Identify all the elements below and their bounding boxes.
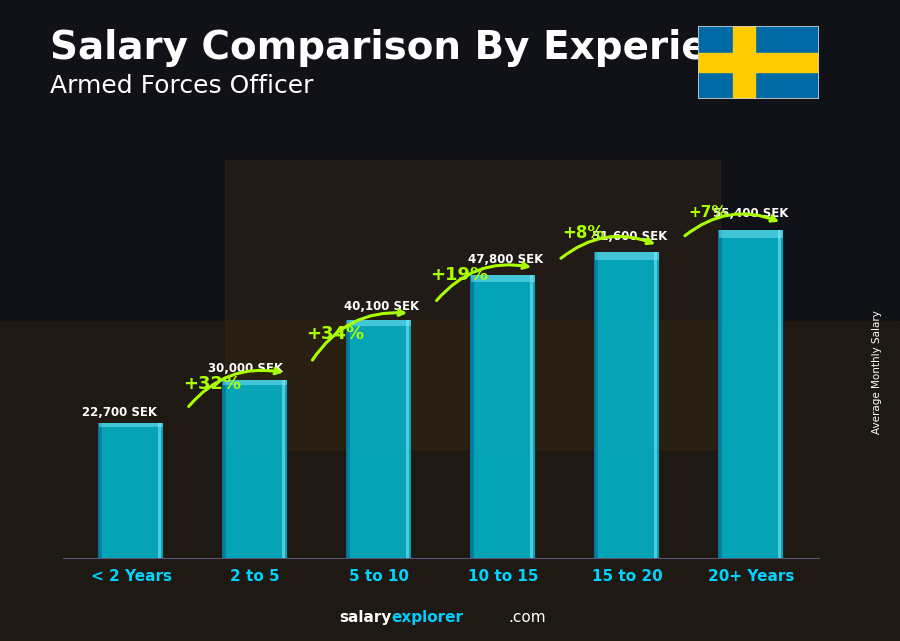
Text: explorer: explorer bbox=[392, 610, 464, 625]
Bar bbox=[406, 320, 409, 558]
Text: 55,400 SEK: 55,400 SEK bbox=[713, 207, 788, 220]
Bar bbox=[98, 423, 103, 558]
Bar bbox=[595, 253, 659, 260]
Text: 30,000 SEK: 30,000 SEK bbox=[208, 362, 283, 375]
Bar bbox=[346, 320, 350, 558]
Text: 51,600 SEK: 51,600 SEK bbox=[592, 230, 668, 243]
Text: Average Monthly Salary: Average Monthly Salary bbox=[872, 310, 883, 434]
Bar bbox=[282, 380, 285, 558]
Bar bbox=[99, 423, 164, 427]
Bar bbox=[718, 230, 783, 238]
Bar bbox=[222, 380, 227, 558]
Bar bbox=[698, 53, 819, 72]
Bar bbox=[733, 26, 754, 99]
Bar bbox=[223, 380, 287, 558]
Bar bbox=[471, 275, 536, 558]
Bar bbox=[595, 253, 659, 558]
Bar bbox=[717, 230, 722, 558]
Text: +19%: +19% bbox=[430, 266, 489, 284]
Bar bbox=[471, 275, 536, 282]
Bar bbox=[653, 253, 657, 558]
Bar bbox=[225, 160, 720, 449]
Bar bbox=[99, 423, 164, 558]
Bar bbox=[718, 230, 783, 558]
Bar bbox=[470, 275, 474, 558]
Text: +32%: +32% bbox=[183, 374, 241, 392]
Bar bbox=[346, 320, 411, 326]
Text: salary: salary bbox=[339, 610, 392, 625]
Text: 22,700 SEK: 22,700 SEK bbox=[82, 406, 157, 419]
Bar bbox=[594, 253, 598, 558]
Text: +7%: +7% bbox=[688, 205, 727, 220]
Bar bbox=[223, 380, 287, 385]
Text: +34%: +34% bbox=[307, 326, 365, 344]
Bar bbox=[0, 320, 900, 641]
Text: 47,800 SEK: 47,800 SEK bbox=[468, 253, 544, 267]
Bar bbox=[158, 423, 161, 558]
Text: 40,100 SEK: 40,100 SEK bbox=[345, 300, 419, 313]
Bar bbox=[530, 275, 533, 558]
Bar bbox=[778, 230, 781, 558]
Bar bbox=[346, 320, 411, 558]
Text: .com: .com bbox=[508, 610, 546, 625]
Text: +8%: +8% bbox=[562, 224, 605, 242]
Text: Armed Forces Officer: Armed Forces Officer bbox=[50, 74, 313, 97]
Text: Salary Comparison By Experience: Salary Comparison By Experience bbox=[50, 29, 784, 67]
